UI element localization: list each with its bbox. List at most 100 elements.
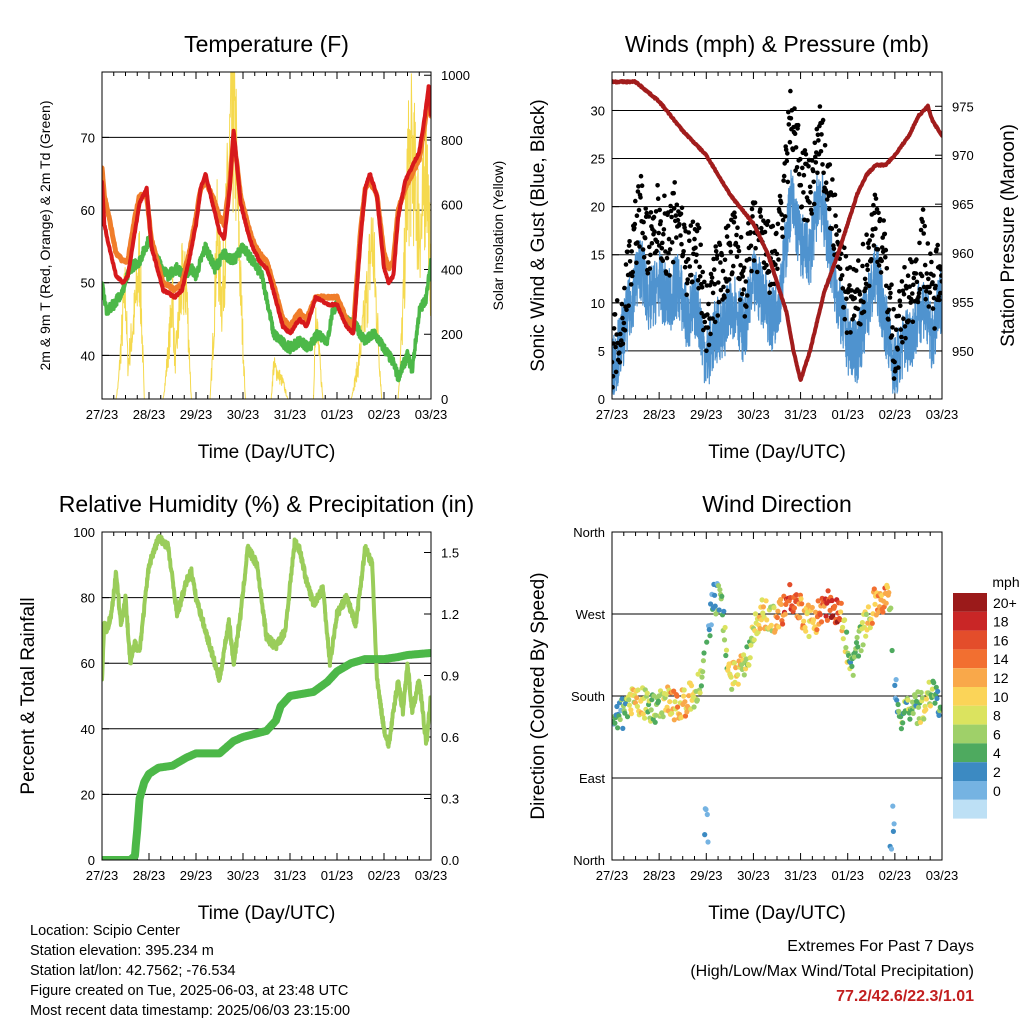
gust-point bbox=[724, 234, 730, 239]
direction-point bbox=[764, 617, 770, 623]
gust-point bbox=[654, 248, 659, 254]
direction-point bbox=[893, 677, 899, 683]
gust-point bbox=[692, 236, 697, 242]
direction-point bbox=[892, 682, 898, 689]
direction-point bbox=[751, 637, 757, 643]
gust-point bbox=[832, 192, 838, 198]
gust-point bbox=[884, 266, 890, 271]
gust-point bbox=[784, 158, 790, 164]
gust-point bbox=[908, 296, 914, 302]
gust-point bbox=[733, 240, 739, 246]
gust-point bbox=[879, 245, 885, 250]
temperature-xlabel: Time (Day/UTC) bbox=[198, 442, 336, 463]
gust-point bbox=[766, 269, 772, 275]
gust-point bbox=[739, 291, 745, 297]
gust-point bbox=[877, 216, 883, 222]
gust-point bbox=[621, 320, 627, 326]
gust-point bbox=[749, 206, 755, 212]
gust-point bbox=[669, 240, 675, 245]
gust-point bbox=[635, 240, 640, 245]
plot-border bbox=[101, 531, 432, 861]
gust-point bbox=[830, 177, 835, 182]
gust-point bbox=[847, 283, 852, 288]
gust-point bbox=[713, 244, 718, 249]
x-tick-label: 31/23 bbox=[274, 868, 307, 883]
gust-point bbox=[822, 143, 828, 148]
gust-point bbox=[679, 205, 685, 211]
gust-point bbox=[687, 238, 692, 244]
gust-point bbox=[661, 227, 667, 232]
y-right-tick-label: 1000 bbox=[441, 68, 470, 83]
direction-point bbox=[721, 608, 727, 614]
gust-point bbox=[695, 278, 701, 283]
gust-point bbox=[627, 239, 632, 244]
x-tick-label: 03/23 bbox=[415, 868, 448, 883]
gust-point bbox=[930, 306, 936, 311]
gust-point bbox=[833, 213, 838, 218]
gust-point bbox=[690, 219, 696, 225]
legend-swatch bbox=[953, 799, 987, 819]
direction-point bbox=[744, 644, 750, 650]
gust-point bbox=[869, 257, 874, 262]
direction-point bbox=[865, 604, 872, 610]
gust-point bbox=[619, 301, 625, 307]
gust-point bbox=[620, 315, 625, 321]
direction-point bbox=[825, 588, 831, 594]
direction-point bbox=[884, 584, 891, 591]
direction-point bbox=[907, 716, 913, 722]
y-right-tick-label: 975 bbox=[952, 99, 974, 114]
gust-point bbox=[632, 221, 638, 227]
temp-2m-line bbox=[102, 84, 431, 336]
direction-point bbox=[653, 712, 659, 718]
gust-point bbox=[648, 210, 654, 215]
gust-point bbox=[782, 214, 788, 219]
direction-point bbox=[791, 605, 798, 611]
gust-point bbox=[737, 276, 742, 282]
gust-point bbox=[742, 314, 748, 319]
x-tick-label: 31/23 bbox=[784, 868, 817, 883]
gust-point bbox=[612, 326, 617, 331]
gust-point bbox=[764, 222, 770, 228]
gust-point bbox=[900, 340, 905, 345]
direction-point bbox=[746, 662, 752, 668]
direction-point bbox=[863, 611, 870, 618]
direction-point bbox=[778, 601, 784, 608]
gust-point bbox=[741, 287, 746, 292]
gust-point bbox=[813, 154, 818, 160]
gust-point bbox=[634, 213, 640, 218]
direction-point bbox=[890, 803, 896, 809]
direction-point bbox=[890, 828, 897, 835]
gust-point bbox=[666, 251, 671, 256]
direction-point bbox=[728, 674, 734, 680]
gust-point bbox=[738, 262, 743, 268]
y-tick-label: 60 bbox=[81, 203, 95, 218]
x-tick-label: 30/23 bbox=[737, 407, 770, 422]
gust-point bbox=[773, 262, 778, 267]
gust-point bbox=[627, 259, 633, 264]
x-tick-label: 02/23 bbox=[879, 868, 912, 883]
gust-point bbox=[647, 244, 652, 250]
direction-point bbox=[682, 713, 689, 719]
direction-point bbox=[849, 663, 855, 670]
gust-point bbox=[938, 290, 942, 296]
gust-point bbox=[802, 148, 808, 153]
gust-point bbox=[819, 132, 824, 137]
gust-point bbox=[797, 156, 803, 162]
direction-point bbox=[716, 607, 722, 613]
direction-point bbox=[701, 650, 707, 656]
gust-point bbox=[820, 117, 826, 123]
gust-point bbox=[889, 333, 895, 338]
gust-point bbox=[696, 225, 702, 231]
direction-point bbox=[855, 653, 862, 659]
gust-point bbox=[653, 209, 659, 214]
direction-point bbox=[888, 605, 894, 611]
x-tick-label: 27/23 bbox=[86, 868, 119, 883]
direction-point bbox=[681, 693, 687, 699]
gust-point bbox=[699, 310, 704, 316]
y-tick-label: South bbox=[571, 689, 605, 704]
gust-point bbox=[928, 251, 933, 256]
wind_direction-xlabel: Time (Day/UTC) bbox=[708, 903, 846, 924]
gust-point bbox=[896, 365, 901, 370]
gust-point bbox=[927, 290, 933, 295]
